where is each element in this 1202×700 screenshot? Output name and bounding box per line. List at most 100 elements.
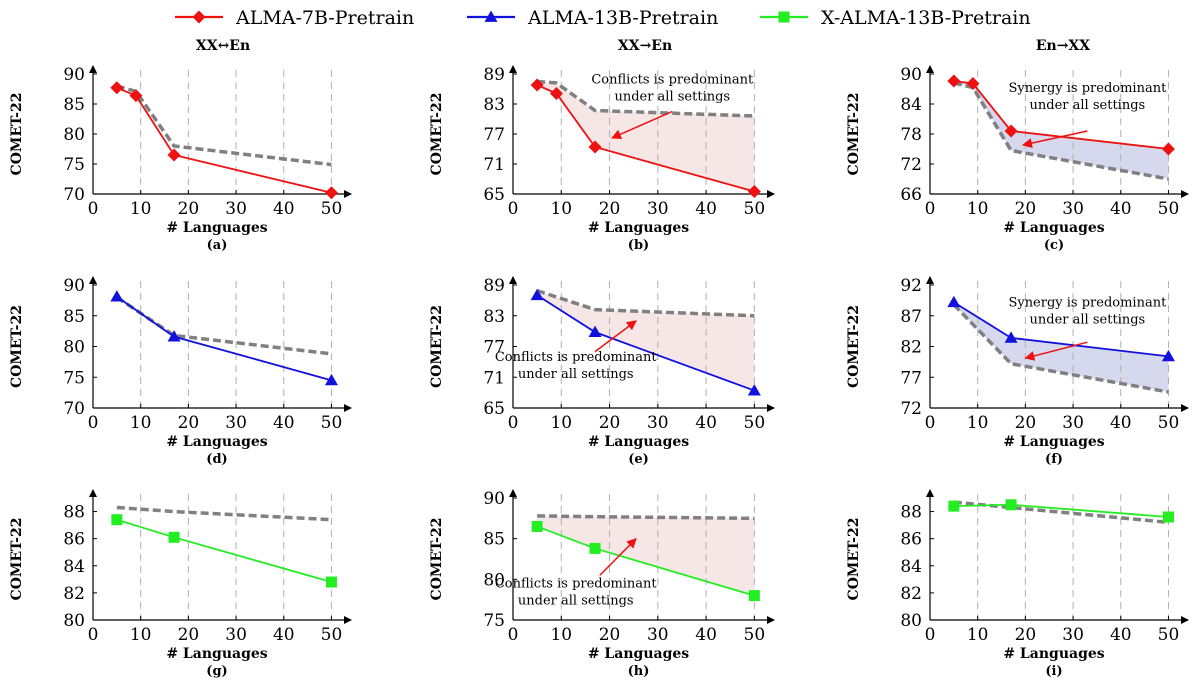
y-tick-label: 65 <box>483 399 505 419</box>
x-axis-label: # Languages <box>166 220 267 236</box>
reference-dashed-line <box>115 295 332 356</box>
y-tick-label: 75 <box>63 368 85 388</box>
x-tick-label: 30 <box>1062 625 1084 645</box>
annotation-arrow <box>599 537 637 576</box>
chart-panel-c: 0 10 20 30 40 50 66 72 78 84 90 # Languages COMET-22… <box>846 65 1189 253</box>
y-tick-label: 90 <box>63 65 85 85</box>
y-tick-label: 88 <box>63 503 85 523</box>
panel-label: (g) <box>206 664 227 679</box>
synergy-region <box>953 81 1169 179</box>
series-point <box>1162 511 1174 523</box>
x-tick-label: 50 <box>321 625 343 645</box>
x-tick-label: 10 <box>130 413 152 433</box>
x-tick-label: 40 <box>1110 625 1132 645</box>
chart-panel-f: 0 10 20 30 40 50 72 77 82 87 92 # Languages COMET-22… <box>846 276 1189 467</box>
series-point <box>168 531 180 543</box>
series-point <box>588 325 602 338</box>
y-tick-label: 92 <box>900 276 922 296</box>
series-point <box>948 500 960 512</box>
y-tick-label: 66 <box>900 185 922 205</box>
y-tick-label: 85 <box>63 95 85 115</box>
y-tick-label: 89 <box>483 65 505 85</box>
y-tick-label: 83 <box>483 307 505 327</box>
series-point <box>129 89 143 103</box>
x-tick-label: 20 <box>1015 413 1037 433</box>
legend-label: X-ALMA-13B-Pretrain <box>821 7 1031 29</box>
x-tick-label: 20 <box>1015 199 1037 219</box>
y-tick-label: 83 <box>483 95 505 115</box>
series-point <box>111 514 123 526</box>
x-tick-label: 40 <box>1110 199 1132 219</box>
x-tick-label: 30 <box>1062 413 1084 433</box>
chart-panel-g: 0 10 20 30 40 50 80 82 84 86 88 # Languages COMET-22… <box>9 489 352 679</box>
x-tick-label: 0 <box>88 625 99 645</box>
y-tick-label: 85 <box>483 530 505 550</box>
reference-dashed-line <box>537 514 755 521</box>
y-tick-label: 88 <box>900 503 922 523</box>
x-axis-label: # Languages <box>1003 220 1104 236</box>
annotation-text: Synergy is predominant <box>1008 296 1167 311</box>
y-tick-label: 84 <box>63 557 85 577</box>
x-tick-label: 10 <box>130 625 152 645</box>
annotation-text: under all settings <box>614 90 730 105</box>
y-tick-label: 80 <box>63 125 85 145</box>
conflict-region <box>537 515 755 596</box>
annotation-text: under all settings <box>518 367 634 382</box>
panel-label: (b) <box>628 238 649 253</box>
y-tick-label: 75 <box>63 155 85 175</box>
annotation-text: under all settings <box>518 593 634 608</box>
y-tick-label: 90 <box>63 276 85 296</box>
y-axis-label: COMET-22 <box>429 305 445 388</box>
y-tick-label: 72 <box>900 155 922 175</box>
y-tick-label: 71 <box>483 155 505 175</box>
x-axis-label: # Languages <box>1003 434 1104 450</box>
annotation-arrow <box>594 320 637 353</box>
series-point <box>1004 124 1018 138</box>
y-tick-label: 71 <box>483 368 505 388</box>
series-point <box>324 373 338 386</box>
y-axis-label: COMET-22 <box>846 93 862 176</box>
y-axis-label: COMET-22 <box>9 305 25 388</box>
x-tick-label: 30 <box>1062 199 1084 219</box>
series-line <box>953 503 1169 518</box>
y-tick-label: 77 <box>483 338 505 358</box>
series-point <box>588 140 602 154</box>
series-point <box>747 185 761 198</box>
series-point <box>167 330 181 342</box>
annotation-text: under all settings <box>1030 98 1146 113</box>
annotation-text: Conflicts is predominant <box>495 576 658 591</box>
annotation-text: Conflicts is predominant <box>591 73 754 88</box>
y-tick-label: 86 <box>63 530 85 550</box>
x-tick-label: 10 <box>550 199 572 219</box>
series-point <box>947 74 961 88</box>
y-tick-label: 65 <box>483 185 505 205</box>
y-tick-label: 84 <box>900 557 922 577</box>
y-axis-label: COMET-22 <box>429 93 445 176</box>
panel-label: (f) <box>1045 452 1063 467</box>
y-axis-label: COMET-22 <box>846 518 862 601</box>
x-tick-label: 40 <box>1110 413 1132 433</box>
x-axis-label: # Languages <box>588 646 689 662</box>
y-tick-label: 78 <box>900 125 922 145</box>
series-line <box>536 84 755 193</box>
x-tick-label: 30 <box>225 413 247 433</box>
x-tick-label: 40 <box>273 199 295 219</box>
y-tick-label: 87 <box>900 307 922 327</box>
series-point <box>325 576 337 588</box>
x-tick-label: 10 <box>967 625 989 645</box>
x-tick-label: 50 <box>321 413 343 433</box>
annotation-arrow <box>1022 130 1088 148</box>
y-tick-label: 75 <box>483 611 505 631</box>
series-point <box>324 186 338 200</box>
x-tick-label: 40 <box>273 413 295 433</box>
series-line <box>953 80 1169 150</box>
synergy-region <box>953 302 1169 393</box>
panel-label: (i) <box>1045 664 1062 679</box>
x-axis-label: # Languages <box>1003 646 1104 662</box>
chart-panels: 0 10 20 30 40 50 70 75 80 85 90 # Languages COMET-22… <box>9 65 1189 679</box>
x-tick-label: 10 <box>967 413 989 433</box>
series-point <box>589 542 601 554</box>
x-tick-label: 0 <box>508 413 519 433</box>
chart-panel-a: 0 10 20 30 40 50 70 75 80 85 90 # Languages COMET-22… <box>9 65 352 253</box>
